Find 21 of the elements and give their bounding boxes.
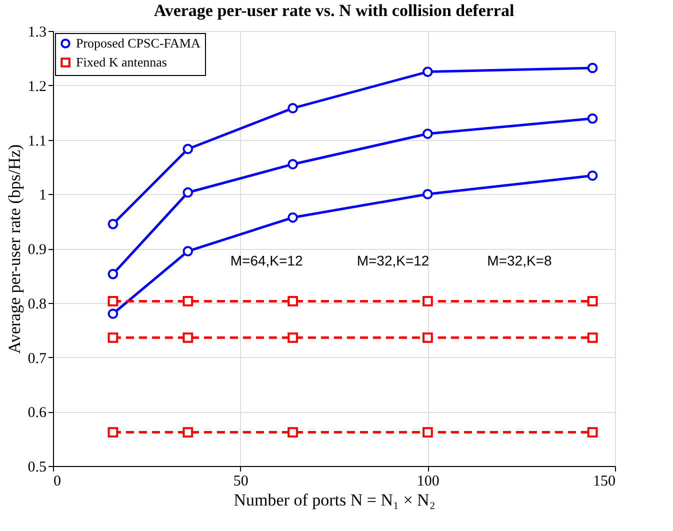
y-tick-label: 1.3 (28, 24, 46, 40)
y-tick-label: 0.7 (28, 350, 47, 367)
legend-label: Fixed K antennas (76, 54, 167, 70)
y-tick-label: 1.2 (28, 78, 46, 95)
x-tick-label: 150 (593, 474, 616, 490)
annotation: M=64,K=12 (230, 252, 303, 269)
chart-title: Average per-user rate vs. N with collision deferral (154, 1, 514, 20)
y-tick-label: 0.5 (28, 460, 46, 476)
y-tick-label: 1 (39, 188, 46, 204)
y-axis-title: Average per-user rate (bps/Hz) (4, 144, 24, 354)
x-tick-label: 50 (233, 474, 248, 490)
y-tick-label: 0.9 (28, 242, 46, 258)
y-tick-label: 1.1 (28, 133, 46, 150)
annotation: M=32,K=12 (356, 252, 430, 269)
x-tick-label: 0 (54, 474, 61, 490)
x-axis-title: Number of ports N = N₁ × N₂ (234, 490, 436, 510)
legend-label: Proposed CPSC-FAMA (76, 36, 201, 50)
y-tick-label: 0.8 (28, 296, 46, 312)
y-tick-label: 0.6 (28, 405, 47, 422)
annotation: M=32,K=8 (487, 252, 552, 269)
x-tick-label: 100 (416, 474, 440, 490)
